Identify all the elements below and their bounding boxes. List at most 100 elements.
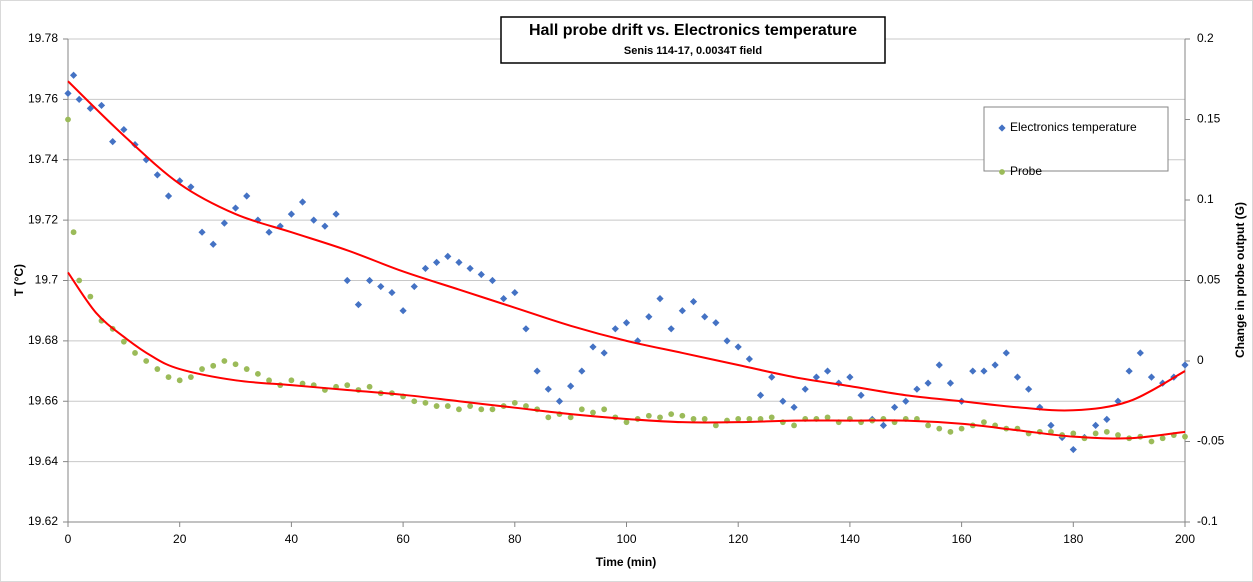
point [924, 379, 932, 387]
point [422, 399, 429, 406]
y2-tick-label: 0.1 [1197, 192, 1214, 206]
point [768, 373, 776, 381]
x-tick-label: 140 [840, 532, 860, 546]
point [410, 282, 418, 291]
point [1148, 438, 1155, 445]
point [523, 403, 529, 409]
point [1002, 349, 1010, 357]
point [958, 425, 965, 432]
point [467, 403, 474, 409]
x-tick-label: 80 [508, 532, 522, 546]
point [601, 406, 608, 413]
legend-label: Electronics temperature [1010, 120, 1137, 134]
point [1103, 415, 1111, 423]
x-tick-label: 200 [1175, 532, 1195, 546]
legend-box [983, 106, 1169, 172]
point [199, 366, 205, 372]
point [689, 298, 698, 306]
point [231, 204, 240, 212]
point [221, 358, 228, 364]
point [500, 295, 508, 303]
point [332, 210, 340, 218]
point [590, 409, 596, 416]
point [611, 325, 619, 333]
point [1025, 385, 1033, 393]
point [768, 414, 775, 421]
legend-label: Probe [1010, 164, 1042, 178]
y2-tick-label: -0.1 [1197, 514, 1218, 528]
point [132, 350, 138, 356]
point [712, 319, 720, 327]
point [444, 252, 452, 260]
point [187, 374, 194, 380]
point [243, 366, 250, 372]
point [478, 406, 485, 413]
trend-line [67, 80, 1186, 412]
point [298, 198, 307, 206]
point [287, 210, 295, 218]
point [1013, 373, 1022, 381]
y2-axis-title: Change in probe output (G) [1233, 202, 1247, 358]
point [668, 411, 675, 418]
point [477, 270, 485, 279]
point [980, 367, 988, 375]
point [97, 101, 106, 110]
point [946, 379, 955, 387]
point [220, 219, 228, 227]
legend-marker [998, 124, 1006, 132]
point [824, 414, 831, 421]
point [578, 406, 585, 413]
point [578, 367, 586, 375]
point [555, 397, 564, 405]
point [1047, 421, 1055, 429]
point [947, 428, 954, 435]
plot [64, 71, 1189, 454]
point [935, 361, 943, 369]
point [109, 138, 117, 146]
point [488, 276, 497, 285]
point [690, 416, 697, 422]
y-tick-label: 19.74 [28, 152, 58, 166]
point [444, 403, 451, 409]
point [812, 373, 820, 381]
point [622, 319, 631, 327]
point [645, 313, 653, 321]
point [1159, 435, 1166, 442]
point [153, 171, 161, 179]
point [456, 406, 462, 413]
point [645, 412, 652, 419]
point [735, 416, 742, 422]
point [64, 89, 72, 97]
point [254, 370, 261, 377]
point [377, 282, 385, 291]
x-axis-title: Time (min) [596, 555, 656, 569]
point [1069, 445, 1077, 454]
point [265, 228, 273, 236]
point [667, 325, 675, 333]
y-tick-label: 19.66 [28, 393, 58, 407]
point [266, 377, 272, 384]
legend: Electronics temperature Probe [998, 120, 1137, 178]
y-tick-label: 19.62 [28, 514, 58, 528]
point [154, 366, 161, 372]
y2-tick-label: 0.15 [1197, 112, 1221, 126]
point [69, 71, 78, 79]
point [1070, 430, 1077, 437]
point [321, 222, 329, 230]
x-tick-label: 40 [285, 532, 299, 546]
point [365, 276, 374, 285]
point [846, 373, 854, 381]
point [701, 416, 708, 422]
y-tick-label: 19.72 [28, 212, 58, 226]
x-tick-label: 100 [616, 532, 636, 546]
point [388, 288, 396, 297]
point [734, 343, 742, 351]
point [489, 406, 496, 413]
y2-tick-label: -0.05 [1197, 434, 1225, 448]
chart-subtitle: Senis 114-17, 0.0034T field [624, 45, 762, 57]
y2-tick-label: 0.2 [1197, 31, 1214, 45]
point [969, 367, 977, 375]
y-tick-label: 19.64 [28, 454, 58, 468]
